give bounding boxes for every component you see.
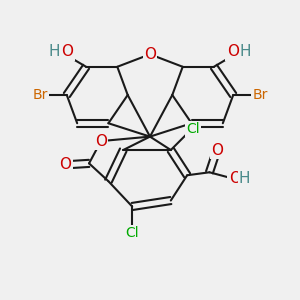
Text: Cl: Cl	[186, 122, 200, 136]
Text: O: O	[61, 44, 74, 59]
Text: Cl: Cl	[125, 226, 139, 240]
Text: H: H	[239, 171, 250, 186]
Text: O: O	[59, 158, 71, 172]
Text: H: H	[240, 44, 251, 59]
Text: O: O	[229, 171, 241, 186]
Text: O: O	[95, 134, 107, 148]
Text: Br: Br	[252, 88, 268, 102]
Text: Br: Br	[32, 88, 48, 102]
Text: O: O	[226, 44, 238, 59]
Text: H: H	[49, 44, 60, 59]
Text: O: O	[144, 47, 156, 62]
Text: O: O	[211, 142, 223, 158]
